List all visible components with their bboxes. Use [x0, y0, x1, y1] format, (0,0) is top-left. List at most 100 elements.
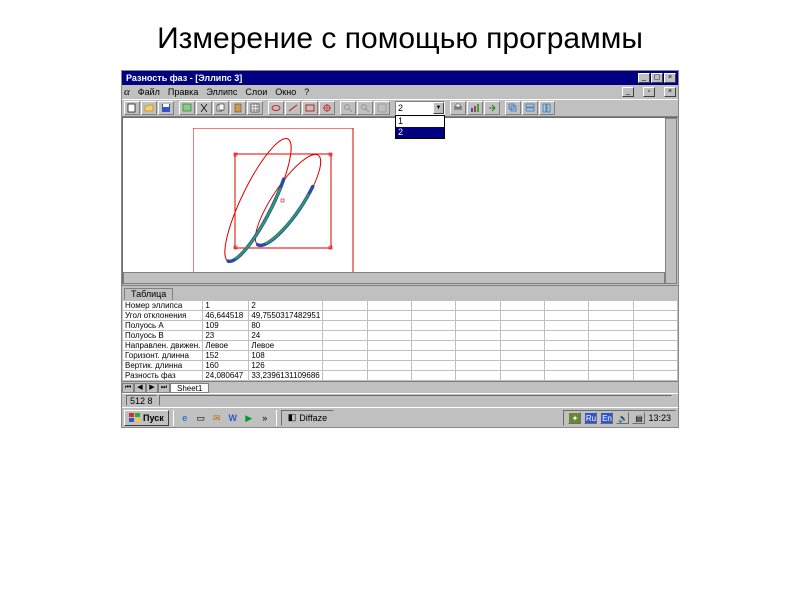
window-cascade-icon[interactable]	[505, 101, 521, 115]
empty-cell	[411, 371, 455, 381]
sheet-first-icon[interactable]: ⏮	[122, 383, 134, 393]
paste-icon[interactable]	[230, 101, 246, 115]
empty-cell	[323, 341, 367, 351]
quicklaunch-more-icon[interactable]: »	[258, 411, 272, 425]
menu-ellipse[interactable]: Эллипс	[206, 87, 237, 97]
row-value-1: 109	[203, 321, 249, 331]
sheet-last-icon[interactable]: ⏭	[158, 383, 170, 393]
slide-title: Измерение с помощью программы	[0, 0, 800, 70]
sheet-next-icon[interactable]: ▶	[146, 383, 158, 393]
ellipse-plot	[193, 128, 373, 278]
combo-value: 2	[398, 103, 403, 113]
save-file-icon[interactable]	[158, 101, 174, 115]
chart-icon[interactable]	[467, 101, 483, 115]
image-icon[interactable]	[179, 101, 195, 115]
status-empty	[159, 395, 672, 406]
target-icon[interactable]	[319, 101, 335, 115]
empty-cell	[456, 321, 500, 331]
app-window: Разность фаз - [Эллипс 3] _ ▢ × α Файл П…	[121, 70, 679, 428]
empty-cell	[544, 331, 588, 341]
rect-tool-icon[interactable]	[302, 101, 318, 115]
empty-cell	[500, 351, 544, 361]
new-file-icon[interactable]	[124, 101, 140, 115]
menu-window[interactable]: Окно	[275, 87, 296, 97]
lang-ru-icon[interactable]: Ru	[584, 412, 597, 424]
horizontal-scrollbar[interactable]	[123, 272, 665, 284]
ellipse-tool-icon[interactable]	[268, 101, 284, 115]
app-logo-icon: α	[124, 86, 130, 98]
sheet-tab[interactable]: Sheet1	[170, 383, 209, 393]
tray-volume-icon[interactable]: 🔊	[616, 412, 629, 424]
quicklaunch-ie-icon[interactable]: e	[178, 411, 192, 425]
close-button[interactable]: ×	[664, 73, 676, 83]
table-icon[interactable]	[247, 101, 263, 115]
empty-cell	[367, 371, 411, 381]
export-icon[interactable]	[484, 101, 500, 115]
menu-help[interactable]: ?	[304, 87, 309, 97]
cut-icon[interactable]	[196, 101, 212, 115]
canvas-area[interactable]	[122, 117, 678, 285]
zoom-out-icon[interactable]	[357, 101, 373, 115]
tab-table[interactable]: Таблица	[124, 288, 173, 300]
dropdown-item-1[interactable]: 1	[396, 116, 444, 127]
minimize-button[interactable]: _	[638, 73, 650, 83]
empty-cell	[323, 361, 367, 371]
quicklaunch-word-icon[interactable]: W	[226, 411, 240, 425]
maximize-button[interactable]: ▢	[651, 73, 663, 83]
menu-file[interactable]: Файл	[138, 87, 160, 97]
titlebar: Разность фаз - [Эллипс 3] _ ▢ ×	[122, 71, 678, 85]
quicklaunch-player-icon[interactable]: ▶	[242, 411, 256, 425]
empty-cell	[544, 301, 588, 311]
empty-cell	[544, 341, 588, 351]
start-button[interactable]: Пуск	[124, 410, 169, 426]
zoom-in-icon[interactable]	[340, 101, 356, 115]
empty-cell	[500, 371, 544, 381]
line-tool-icon[interactable]	[285, 101, 301, 115]
lang-en-icon[interactable]: En	[600, 412, 613, 424]
open-file-icon[interactable]	[141, 101, 157, 115]
empty-cell	[411, 311, 455, 321]
empty-cell	[323, 371, 367, 381]
empty-cell	[367, 351, 411, 361]
zoom-fit-icon[interactable]	[374, 101, 390, 115]
empty-cell	[323, 351, 367, 361]
table-row: Горизонт. длинна152108	[123, 351, 678, 361]
empty-cell	[367, 331, 411, 341]
vertical-scrollbar[interactable]	[665, 118, 677, 284]
mdi-close-button[interactable]: ×	[664, 87, 676, 97]
copy-icon[interactable]	[213, 101, 229, 115]
sheet-nav: ⏮ ◀ ▶ ⏭ Sheet1	[122, 381, 678, 393]
sheet-prev-icon[interactable]: ◀	[134, 383, 146, 393]
layer-combo[interactable]: 2 ▼ 1 2	[395, 101, 445, 115]
row-label: Полуось A	[123, 321, 203, 331]
row-value-1: 160	[203, 361, 249, 371]
window-tile-h-icon[interactable]	[522, 101, 538, 115]
empty-cell	[589, 331, 633, 341]
empty-cell	[367, 361, 411, 371]
row-value-1: 46,644518	[203, 311, 249, 321]
menu-edit[interactable]: Правка	[168, 87, 198, 97]
empty-cell	[589, 321, 633, 331]
app-task-icon: ◧	[288, 412, 297, 423]
row-value-2: Левое	[249, 341, 323, 351]
quicklaunch-desktop-icon[interactable]: ▭	[194, 411, 208, 425]
table-panel: Таблица Номер эллипса12Угол отклонения46…	[122, 285, 678, 393]
mdi-minimize-button[interactable]: _	[622, 87, 634, 97]
row-value-2: 126	[249, 361, 323, 371]
dropdown-item-2[interactable]: 2	[396, 127, 444, 138]
quicklaunch-outlook-icon[interactable]: ✉	[210, 411, 224, 425]
menu-layers[interactable]: Слои	[245, 87, 267, 97]
empty-cell	[411, 351, 455, 361]
empty-cell	[544, 361, 588, 371]
taskbar: Пуск e ▭ ✉ W ▶ » ◧ Diffaze ✦ Ru En 🔊 ▤ 1…	[122, 407, 678, 427]
empty-cell	[633, 351, 677, 361]
mdi-restore-button[interactable]: ▫	[643, 87, 655, 97]
tray-display-icon[interactable]: ▤	[632, 412, 645, 424]
print-icon[interactable]	[450, 101, 466, 115]
chevron-down-icon[interactable]: ▼	[433, 102, 444, 114]
window-tile-v-icon[interactable]	[539, 101, 555, 115]
empty-cell	[633, 331, 677, 341]
taskbar-app-button[interactable]: ◧ Diffaze	[281, 410, 334, 426]
tray-unknown-icon[interactable]: ✦	[568, 412, 581, 424]
row-label: Вертик. длинна	[123, 361, 203, 371]
